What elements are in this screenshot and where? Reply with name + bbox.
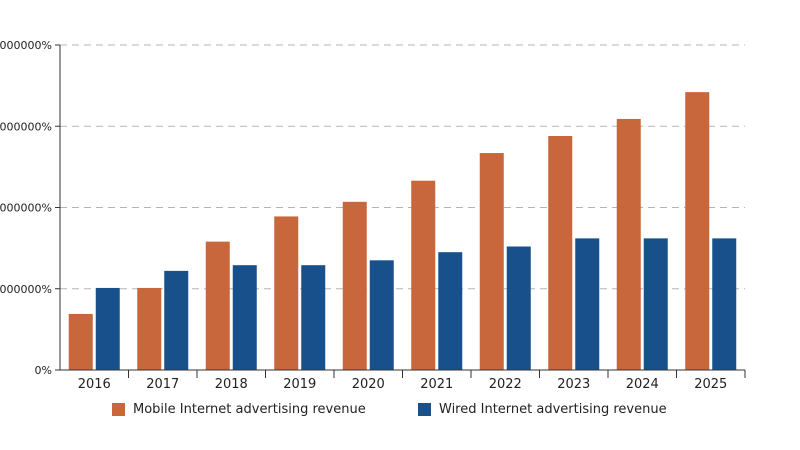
bar-wired-2019 xyxy=(301,265,326,370)
x-tick-label: 2022 xyxy=(489,377,522,392)
y-tick-label: 1000000% xyxy=(0,283,52,296)
bar-mobile-2018 xyxy=(205,241,230,370)
bar-wired-2022 xyxy=(506,246,531,370)
y-tick-label: 2000000% xyxy=(0,202,52,215)
bar-wired-2017 xyxy=(164,270,189,370)
legend-swatch-mobile xyxy=(112,403,125,416)
bar-mobile-2024 xyxy=(616,118,641,370)
x-tick-label: 2016 xyxy=(78,377,111,392)
bar-mobile-2023 xyxy=(548,136,573,370)
y-tick-labels: 0% 1000000% 2000000% 3000000% 4000000% xyxy=(0,39,52,377)
bar-mobile-2019 xyxy=(274,216,299,370)
bar-wired-2018 xyxy=(232,265,257,370)
bar-mobile-2022 xyxy=(479,153,504,370)
y-tick-label: 4000000% xyxy=(0,39,52,52)
bar-mobile-2025 xyxy=(685,92,710,370)
x-tick-label: 2023 xyxy=(557,377,590,392)
bar-wired-2024 xyxy=(643,238,668,370)
legend-label-mobile: Mobile Internet advertising revenue xyxy=(133,402,366,417)
y-tick-label: 3000000% xyxy=(0,120,52,133)
gridlines xyxy=(60,44,745,290)
bar-wired-2016 xyxy=(95,287,120,370)
x-tick-labels: 2016 2017 2018 2019 2020 2021 2022 2023 2024 2025 xyxy=(78,377,728,392)
legend-item-mobile: Mobile Internet advertising revenue xyxy=(112,402,366,417)
bar-wired-2023 xyxy=(575,238,600,370)
x-tick-label: 2019 xyxy=(283,377,316,392)
x-tick-label: 2021 xyxy=(420,377,453,392)
x-tick-label: 2020 xyxy=(352,377,385,392)
bar-mobile-2021 xyxy=(411,180,436,370)
axes xyxy=(55,44,746,378)
bar-wired-2021 xyxy=(438,252,463,370)
legend-swatch-wired xyxy=(418,403,431,416)
x-tick-label: 2018 xyxy=(215,377,248,392)
bars xyxy=(68,92,737,370)
x-tick-label: 2024 xyxy=(626,377,659,392)
legend-item-wired: Wired Internet advertising revenue xyxy=(418,402,667,417)
y-tick-label: 0% xyxy=(35,364,52,377)
bar-mobile-2017 xyxy=(137,287,162,370)
bar-wired-2020 xyxy=(369,260,394,370)
bar-mobile-2020 xyxy=(342,201,367,370)
bar-wired-2025 xyxy=(712,238,737,370)
x-tick-label: 2025 xyxy=(694,377,727,392)
bar-mobile-2016 xyxy=(68,313,93,370)
legend-label-wired: Wired Internet advertising revenue xyxy=(439,402,667,417)
legend: Mobile Internet advertising revenue Wire… xyxy=(0,402,800,426)
x-tick-label: 2017 xyxy=(146,377,179,392)
